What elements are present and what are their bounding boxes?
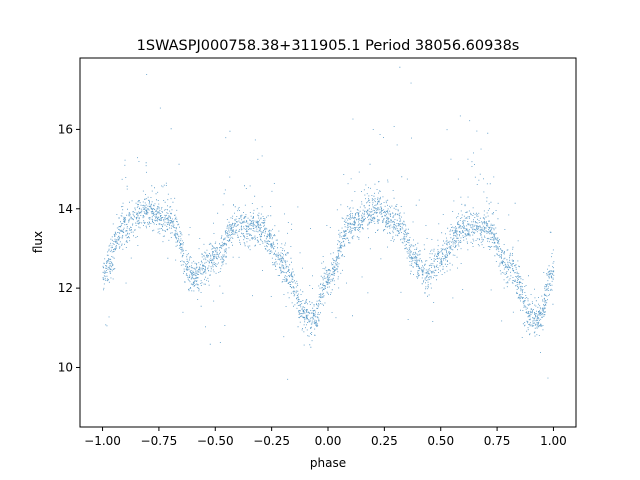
x-tick-label: 0.75 [484,434,511,448]
x-tick-label: 1.00 [540,434,567,448]
x-tick-label: 0.25 [371,434,398,448]
y-tick-label: 16 [58,122,73,136]
y-tick-label: 12 [58,281,73,295]
x-tick-label: 0.00 [315,434,342,448]
y-axis-ticks: 10 12 14 16 [58,122,80,374]
x-tick-label: −0.50 [197,434,234,448]
y-tick-label: 14 [58,202,73,216]
y-tick-label: 10 [58,360,73,374]
x-axis-ticks: −1.00 −0.75 −0.50 −0.25 0.00 0.25 0.50 0.75 1.00 [84,427,567,448]
y-axis-label: flux [31,231,45,253]
x-axis-label: phase [310,456,346,470]
x-tick-label: −1.00 [84,434,121,448]
x-tick-label: −0.75 [141,434,178,448]
x-tick-label: −0.25 [253,434,290,448]
chart-title: 1SWASPJ000758.38+311905.1 Period 38056.6… [137,38,520,54]
x-tick-label: 0.50 [427,434,454,448]
